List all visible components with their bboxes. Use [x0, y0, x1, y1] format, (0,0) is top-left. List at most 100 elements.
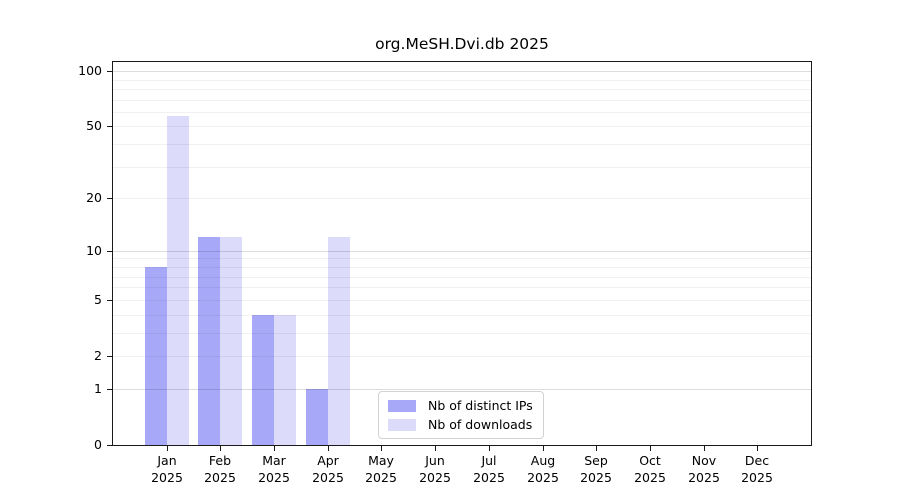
gridline-2 — [113, 356, 811, 357]
x-tick-year: 2025 — [741, 470, 773, 485]
x-tick-year: 2025 — [419, 470, 451, 485]
chart-title: org.MeSH.Dvi.db 2025 — [375, 35, 549, 53]
gridline-3 — [113, 333, 811, 334]
y-tick-mark-20 — [107, 198, 112, 199]
x-tick-label-jun: Jun 2025 — [395, 452, 475, 486]
x-tick-label-aug: Aug 2025 — [503, 452, 583, 486]
x-tick-month: Jul — [481, 453, 497, 468]
x-tick-month: Apr — [317, 453, 339, 468]
plot-area — [112, 61, 812, 446]
x-tick-mark-jul — [489, 446, 490, 451]
x-tick-year: 2025 — [473, 470, 505, 485]
y-tick-mark-2 — [107, 356, 112, 357]
y-tick-mark-10 — [107, 251, 112, 252]
x-tick-label-dec: Dec 2025 — [717, 452, 797, 486]
y-tick-label-100: 100 — [78, 63, 102, 78]
x-tick-year: 2025 — [365, 470, 397, 485]
y-tick-mark-100 — [107, 71, 112, 72]
gridline-40 — [113, 144, 811, 145]
x-tick-label-feb: Feb 2025 — [180, 452, 260, 486]
y-tick-mark-50 — [107, 126, 112, 127]
y-tick-label-2: 2 — [94, 348, 102, 363]
y-tick-label-0: 0 — [94, 437, 102, 452]
y-tick-mark-1 — [107, 389, 112, 390]
x-tick-month: Oct — [639, 453, 661, 468]
x-tick-year: 2025 — [688, 470, 720, 485]
y-tick-label-10: 10 — [86, 243, 102, 258]
bar-distinct-ips-apr — [306, 389, 328, 445]
legend: Nb of distinct IPs Nb of downloads — [378, 391, 544, 439]
gridline-1 — [113, 389, 811, 390]
x-tick-year: 2025 — [580, 470, 612, 485]
x-tick-year: 2025 — [151, 470, 183, 485]
legend-entry-downloads: Nb of downloads — [388, 417, 535, 432]
x-tick-month: Sep — [584, 453, 608, 468]
x-tick-month: Nov — [691, 453, 717, 468]
gridline-80 — [113, 89, 811, 90]
x-tick-mark-feb — [220, 446, 221, 451]
y-tick-mark-0 — [107, 445, 112, 446]
x-tick-month: Jan — [157, 453, 177, 468]
gridline-70 — [113, 100, 811, 101]
bar-distinct-ips-jan — [145, 267, 167, 445]
gridline-5 — [113, 300, 811, 301]
gridline-60 — [113, 112, 811, 113]
gridline-7 — [113, 277, 811, 278]
x-tick-mark-apr — [328, 446, 329, 451]
gridline-6 — [113, 287, 811, 288]
x-tick-month: Dec — [744, 453, 770, 468]
y-tick-label-50: 50 — [86, 118, 102, 133]
x-tick-mark-nov — [704, 446, 705, 451]
gridline-50 — [113, 126, 811, 127]
gridline-10 — [113, 251, 811, 252]
x-tick-label-sep: Sep 2025 — [556, 452, 636, 486]
x-tick-mark-may — [381, 446, 382, 451]
legend-label-downloads: Nb of downloads — [428, 417, 533, 432]
x-tick-year: 2025 — [312, 470, 344, 485]
x-tick-mark-jun — [435, 446, 436, 451]
bar-distinct-ips-mar — [252, 315, 274, 445]
x-tick-label-nov: Nov 2025 — [664, 452, 744, 486]
x-tick-month: May — [368, 453, 394, 468]
gridline-90 — [113, 80, 811, 81]
x-tick-mark-aug — [543, 446, 544, 451]
y-tick-label-20: 20 — [86, 190, 102, 205]
bar-downloads-apr — [328, 237, 350, 445]
x-tick-mark-oct — [650, 446, 651, 451]
x-tick-label-mar: Mar 2025 — [234, 452, 314, 486]
legend-label-distinct-ips: Nb of distinct IPs — [428, 398, 533, 413]
x-tick-label-apr: Apr 2025 — [288, 452, 368, 486]
gridline-20 — [113, 198, 811, 199]
x-tick-month: Feb — [208, 453, 232, 468]
x-tick-mark-dec — [757, 446, 758, 451]
y-tick-label-1: 1 — [94, 381, 102, 396]
x-tick-label-oct: Oct 2025 — [610, 452, 690, 486]
x-tick-label-jan: Jan 2025 — [127, 452, 207, 486]
legend-entry-distinct-ips: Nb of distinct IPs — [388, 398, 535, 413]
x-tick-month: Aug — [530, 453, 556, 468]
gridline-30 — [113, 167, 811, 168]
x-tick-mark-jan — [167, 446, 168, 451]
bar-distinct-ips-feb — [198, 237, 220, 445]
x-tick-year: 2025 — [258, 470, 290, 485]
gridline-4 — [113, 315, 811, 316]
legend-swatch-downloads — [388, 418, 416, 431]
x-tick-mark-sep — [596, 446, 597, 451]
bar-downloads-jan — [167, 116, 189, 445]
x-tick-month: Mar — [262, 453, 286, 468]
legend-swatch-distinct-ips — [388, 399, 416, 412]
x-tick-year: 2025 — [634, 470, 666, 485]
gridline-8 — [113, 267, 811, 268]
bar-downloads-mar — [274, 315, 296, 445]
x-tick-year: 2025 — [204, 470, 236, 485]
bar-downloads-feb — [220, 237, 242, 445]
gridline-9 — [113, 258, 811, 259]
x-tick-year: 2025 — [527, 470, 559, 485]
gridline-100 — [113, 71, 811, 72]
y-tick-mark-5 — [107, 300, 112, 301]
x-tick-month: Jun — [425, 453, 445, 468]
x-tick-label-jul: Jul 2025 — [449, 452, 529, 486]
x-tick-mark-mar — [274, 446, 275, 451]
y-tick-label-5: 5 — [94, 292, 102, 307]
